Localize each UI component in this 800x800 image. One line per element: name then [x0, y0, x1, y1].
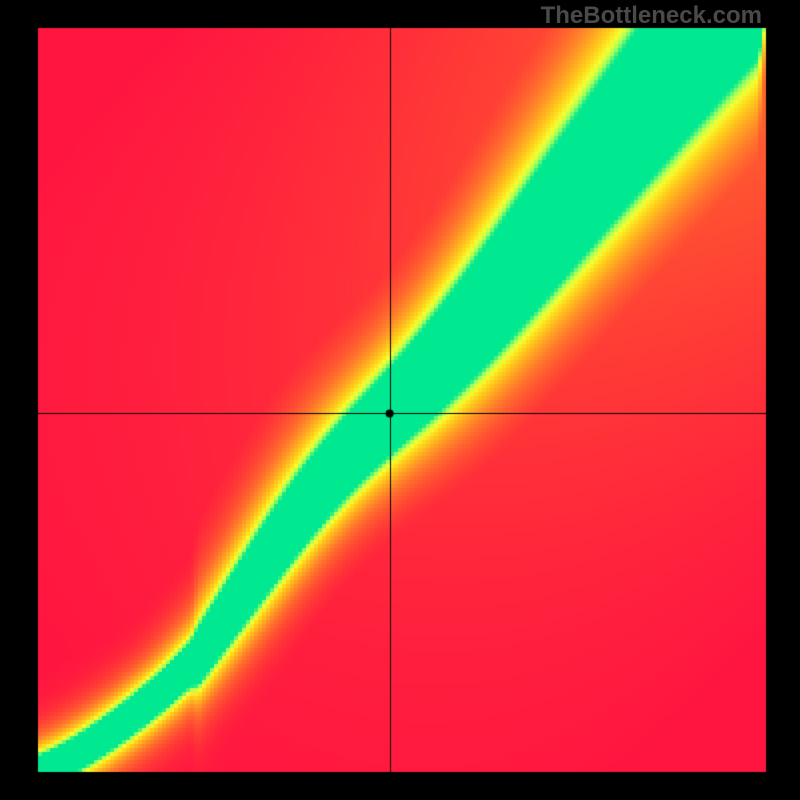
heatmap-canvas — [0, 0, 800, 800]
chart-container: TheBottleneck.com — [0, 0, 800, 800]
